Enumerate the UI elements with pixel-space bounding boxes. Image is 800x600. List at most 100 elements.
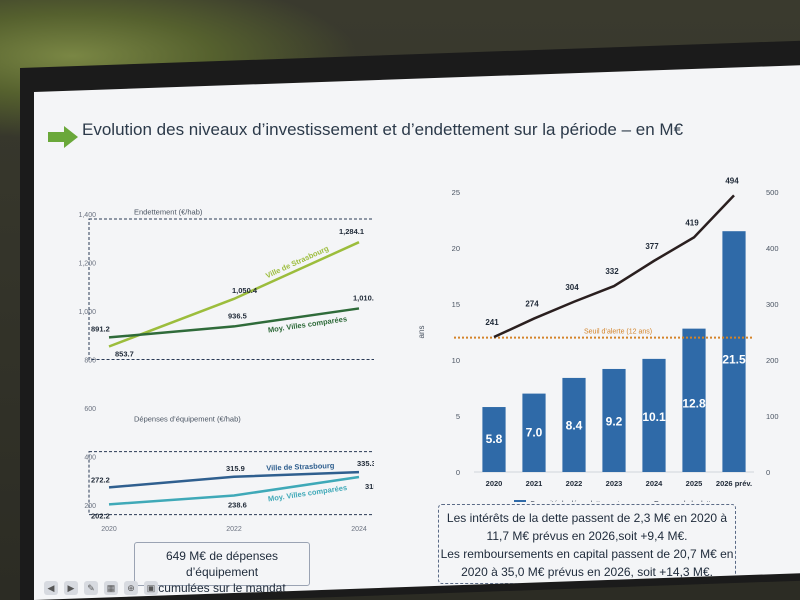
x-tick-label: 2022 xyxy=(566,479,583,488)
legend-swatch-bar xyxy=(514,500,526,502)
data-label: 202.2 xyxy=(91,511,110,520)
pen-icon[interactable]: ✎ xyxy=(84,581,98,595)
bar-value-label: 10.1 xyxy=(642,410,666,424)
series-line xyxy=(108,475,360,506)
bar-value-label: 8.4 xyxy=(566,419,583,433)
x-tick-label: 2021 xyxy=(526,479,543,488)
data-label: 272.2 xyxy=(91,475,110,484)
y-tick-label-right: 0 xyxy=(766,468,770,477)
previous-icon[interactable]: ◀ xyxy=(44,581,58,595)
debt-capacity-bar-chart: 05101520250100200300400500ansM€5.820207.… xyxy=(417,176,784,502)
y-tick-label-right: 500 xyxy=(766,188,779,197)
y-tick-label-right: 300 xyxy=(766,300,779,309)
y-tick-label: 600 xyxy=(84,406,96,413)
x-tick-label: 2025 xyxy=(686,479,703,488)
slide-title: Evolution des niveaux d’investissement e… xyxy=(82,120,684,139)
bar xyxy=(522,393,546,472)
data-label: 315.2 xyxy=(365,482,374,491)
data-label: 315.9 xyxy=(226,464,245,473)
y-tick-label-right: 200 xyxy=(766,356,779,365)
slide: Evolution des niveaux d’investissement e… xyxy=(34,92,800,600)
legend-label: Capacité de désendettement xyxy=(530,501,620,502)
y-tick-label-left: 25 xyxy=(452,188,460,197)
capex-summary-line: 649 M€ de dépenses d’équipement xyxy=(165,549,279,579)
y-tick-label-left: 0 xyxy=(456,468,460,477)
next-icon[interactable]: ▶ xyxy=(64,581,78,595)
line-value-label: 377 xyxy=(645,242,659,251)
threshold-label: Seuil d’alerte (12 ans) xyxy=(584,329,652,336)
bar xyxy=(682,328,706,472)
bar-value-label: 12.8 xyxy=(682,396,706,410)
line-value-label: 241 xyxy=(485,318,499,327)
x-tick-label: 2024 xyxy=(646,479,664,488)
data-label: 853.7 xyxy=(115,349,134,358)
debt-note-line: Les remboursements en capital passent de… xyxy=(440,547,734,561)
data-label: 335.3 xyxy=(357,459,374,468)
x-tick-label: 2023 xyxy=(606,479,623,488)
y-axis-label-right: M€ xyxy=(783,326,784,338)
debt-note-line: Les intérêts de la dette passent de 2,3 … xyxy=(446,511,728,525)
y-axis-label-left: ans xyxy=(417,326,426,339)
line-value-label: 332 xyxy=(605,267,619,276)
y-tick-label-right: 400 xyxy=(766,244,779,253)
series-line xyxy=(108,241,360,348)
series-name-label: Moy. Villes comparées xyxy=(267,483,347,504)
zoom-icon[interactable]: ⊕ xyxy=(124,581,138,595)
data-label: 1,284.1 xyxy=(339,227,364,236)
y-tick-label: 1,000 xyxy=(78,309,96,316)
y-tick-label-left: 20 xyxy=(452,244,460,253)
y-tick-label-right: 100 xyxy=(766,412,779,421)
series-name-label: Ville de Strasbourg xyxy=(266,461,335,473)
x-tick-label: 2026 prév. xyxy=(716,479,752,488)
data-label: 891.2 xyxy=(91,324,110,333)
bar xyxy=(722,231,746,472)
line-value-label: 304 xyxy=(565,283,579,292)
data-label: 238.6 xyxy=(228,501,247,510)
y-tick-label: 1,400 xyxy=(78,212,96,219)
legend-label: Encours de la dette xyxy=(654,501,714,502)
line-value-label: 494 xyxy=(725,176,739,185)
series-line xyxy=(108,307,360,339)
bar xyxy=(482,407,506,472)
data-label: 936.5 xyxy=(228,311,247,320)
presentation-screen: Evolution des niveaux d’investissement e… xyxy=(34,65,800,600)
panel-subtitle: Dépenses d’équipement (€/hab) xyxy=(134,415,241,424)
y-tick-label-left: 5 xyxy=(456,412,460,421)
y-tick-label: 200 xyxy=(84,503,96,510)
bar-value-label: 7.0 xyxy=(526,426,543,440)
bar-value-label: 5.8 xyxy=(486,432,503,446)
series-name-label: Ville de Strasbourg xyxy=(264,244,330,281)
x-tick-label: 2020 xyxy=(101,526,117,533)
data-label: 1,050.4 xyxy=(232,286,258,295)
bar-value-label: 9.2 xyxy=(606,415,623,429)
page-number: 5 xyxy=(788,588,792,594)
y-tick-label-left: 10 xyxy=(452,356,460,365)
slides-icon[interactable]: ▦ xyxy=(104,581,118,595)
x-tick-label: 2022 xyxy=(226,526,242,533)
debt-note-box: Les intérêts de la dette passent de 2,3 … xyxy=(438,504,736,584)
y-tick-label-left: 15 xyxy=(452,300,460,309)
debt-capex-line-chart: 1,400 1,200 1,000 800 600 400 200 2020 2022 2024 E… xyxy=(78,208,374,533)
line-value-label: 419 xyxy=(685,218,699,227)
x-tick-label: 2020 xyxy=(486,479,503,488)
bar xyxy=(602,368,626,472)
panel-subtitle: Endettement (€/hab) xyxy=(134,208,203,217)
debt-note-line: 11,7 M€ prévus en 2026,soit +9,4 M€. xyxy=(486,529,688,543)
bar xyxy=(562,377,586,472)
presenter-toolbar: ◀ ▶ ✎ ▦ ⊕ ▣ xyxy=(44,580,194,596)
panel-box-debt xyxy=(88,218,374,361)
x-tick-label: 2024 xyxy=(351,526,367,533)
arrow-icon xyxy=(48,126,78,148)
data-label: 1,010.7 xyxy=(353,293,374,302)
line-value-label: 274 xyxy=(525,300,539,309)
series-line xyxy=(108,470,360,489)
panel-box-capex xyxy=(88,451,374,516)
bar xyxy=(642,358,666,472)
camera-icon[interactable]: ▣ xyxy=(144,581,158,595)
series-name-label: Moy. Villes comparées xyxy=(267,314,347,334)
y-tick-label: 1,200 xyxy=(78,261,96,268)
y-tick-label: 400 xyxy=(84,454,96,461)
debt-stock-line xyxy=(493,194,735,339)
bar-value-label: 21.5 xyxy=(722,353,746,367)
y-tick-label: 800 xyxy=(84,358,96,365)
